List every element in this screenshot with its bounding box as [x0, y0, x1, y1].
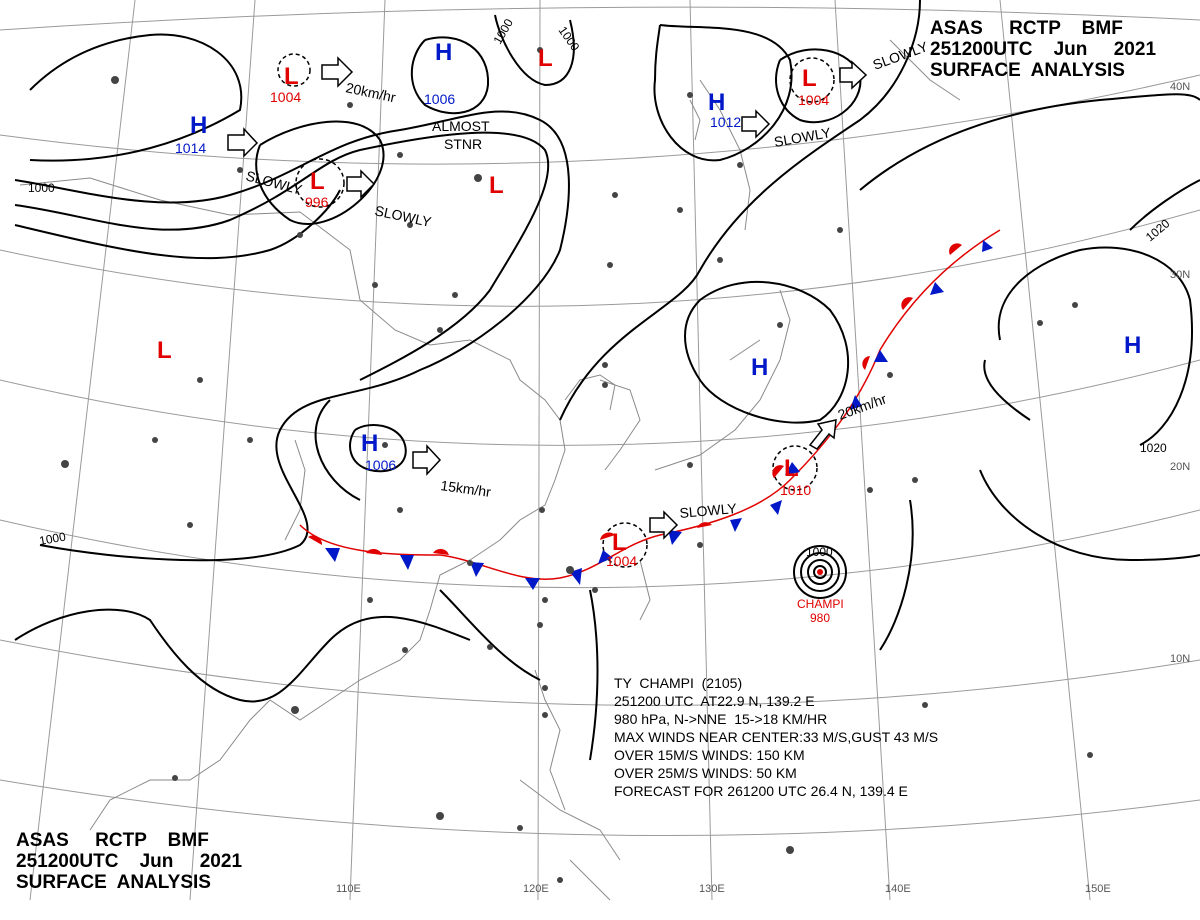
pressure-value: 1006 [424, 91, 455, 107]
pressure-value: 1012 [710, 114, 741, 130]
typhoon-over15: OVER 15M/S WINDS: 150 KM [614, 747, 805, 763]
low-center: L [310, 168, 325, 195]
motion-label: SLOWLY [373, 202, 433, 230]
motion-label: 15km/hr [440, 477, 493, 500]
pressure-value: 1004 [606, 553, 637, 569]
low-center: L [802, 65, 817, 92]
header-top-right: ASAS RCTP BMF 251200UTC Jun 2021 SURFACE… [930, 18, 1156, 81]
low-center: L [612, 529, 627, 556]
high-center: H [361, 430, 378, 457]
header-line: 251200UTC Jun 2021 [16, 851, 243, 872]
header-line: SURFACE ANALYSIS [16, 872, 211, 893]
header-line: 251200UTC Jun 2021 [930, 39, 1157, 60]
typhoon-title: TY CHAMPI (2105) [614, 675, 743, 691]
lat-labels: 40N 30N 20N 10N [1170, 81, 1190, 665]
isobar-label: 1000 [28, 181, 55, 195]
lat-label: 30N [1170, 269, 1190, 281]
low-center: L [489, 172, 504, 199]
motion-arrow-icon [741, 109, 771, 139]
lon-label: 140E [885, 883, 911, 895]
motion-label: SLOWLY [679, 500, 738, 521]
motion-arrow-icon [227, 127, 259, 158]
pressure-value: 1006 [365, 457, 396, 473]
motion-arrow-icon [839, 60, 868, 90]
motion-arrow-icon [649, 510, 679, 540]
motion-label: 20km/hr [836, 390, 889, 422]
typhoon-rings [793, 545, 847, 599]
typhoon-isobar-label: 1000 [806, 545, 833, 559]
header-line: ASAS RCTP BMF [930, 18, 1123, 39]
lon-label: 130E [699, 883, 725, 895]
coastlines [19, 39, 961, 901]
lon-labels: 110E 120E 130E 140E 150E [336, 883, 1111, 895]
cold-front-symbols [325, 240, 993, 590]
isobar-label: 1000 [38, 529, 67, 547]
isobar-label: 1020 [1143, 216, 1173, 244]
typhoon-max-winds: MAX WINDS NEAR CENTER:33 M/S,GUST 43 M/S [614, 729, 939, 745]
isobars [14, 0, 1200, 761]
lat-label: 20N [1170, 461, 1190, 473]
isobar-label: 1000 [490, 16, 516, 46]
isobar-labels: 1000 1000 1000 1000 1020 1020 [28, 16, 1173, 548]
high-center: H [708, 89, 725, 116]
pressure-value: 996 [305, 194, 329, 210]
motion-label: SLOWLY [244, 167, 304, 197]
center-circles [277, 53, 835, 568]
motion-arrow-icon [808, 419, 837, 450]
lat-label: 40N [1170, 81, 1190, 93]
typhoon-pressure: 980 [810, 611, 830, 625]
motion-label: SLOWLY [773, 124, 833, 150]
pressure-value: 1010 [780, 482, 811, 498]
motion-labels: 20km/hr SLOWLY SLOWLY ALMOST STNR SLOWLY… [244, 38, 930, 521]
header-line: SURFACE ANALYSIS [930, 60, 1125, 81]
high-center: H [190, 112, 207, 139]
typhoon-symbol-icon [817, 569, 823, 575]
pressure-centers: L H L H L L H L H L H L L H [157, 39, 1141, 556]
lon-label: 150E [1085, 883, 1111, 895]
motion-arrows [227, 56, 868, 540]
motion-arrow-icon [412, 444, 442, 476]
warm-front-symbols [308, 243, 962, 555]
typhoon-over25: OVER 25M/S WINDS: 50 KM [614, 765, 797, 781]
motion-arrow-icon [321, 56, 354, 88]
lat-lon-grid [0, 0, 1200, 901]
header-bottom-left: ASAS RCTP BMF 251200UTC Jun 2021 SURFACE… [16, 830, 242, 893]
typhoon-label: 1000 CHAMPI 980 [797, 545, 844, 625]
typhoon-info-block: TY CHAMPI (2105) 251200 UTC AT22.9 N, 13… [614, 674, 938, 800]
header-line: ASAS RCTP BMF [16, 830, 209, 851]
high-center: H [435, 39, 452, 66]
low-center: L [538, 45, 553, 72]
typhoon-name: CHAMPI [797, 597, 844, 611]
pressure-value: 1004 [798, 92, 829, 108]
station-plots [61, 47, 1093, 883]
lon-label: 110E [336, 883, 361, 895]
low-center: L [284, 63, 299, 90]
typhoon-position: 251200 UTC AT22.9 N, 139.2 E [614, 693, 815, 709]
pressure-value: 1004 [270, 89, 301, 105]
motion-label: ALMOST [432, 118, 490, 134]
motion-label: 20km/hr [344, 79, 397, 105]
lon-label: 120E [523, 883, 549, 895]
typhoon-pressure-motion: 980 hPa, N->NNE 15->18 KM/HR [614, 711, 828, 727]
pressure-values: 1004 1014 996 1006 1012 1004 1006 1010 1… [175, 89, 829, 569]
low-center: L [784, 455, 799, 482]
motion-arrow-icon [346, 169, 376, 199]
pressure-value: 1014 [175, 140, 206, 156]
high-center: H [1124, 332, 1141, 359]
isobar-label: 1020 [1140, 441, 1167, 455]
motion-label: STNR [444, 136, 482, 152]
motion-label: SLOWLY [871, 38, 931, 73]
typhoon-forecast: FORECAST FOR 261200 UTC 26.4 N, 139.4 E [614, 783, 908, 799]
lat-label: 10N [1170, 653, 1190, 665]
low-center: L [157, 337, 172, 364]
high-center: H [751, 354, 768, 381]
isobar-label: 1000 [556, 24, 583, 54]
